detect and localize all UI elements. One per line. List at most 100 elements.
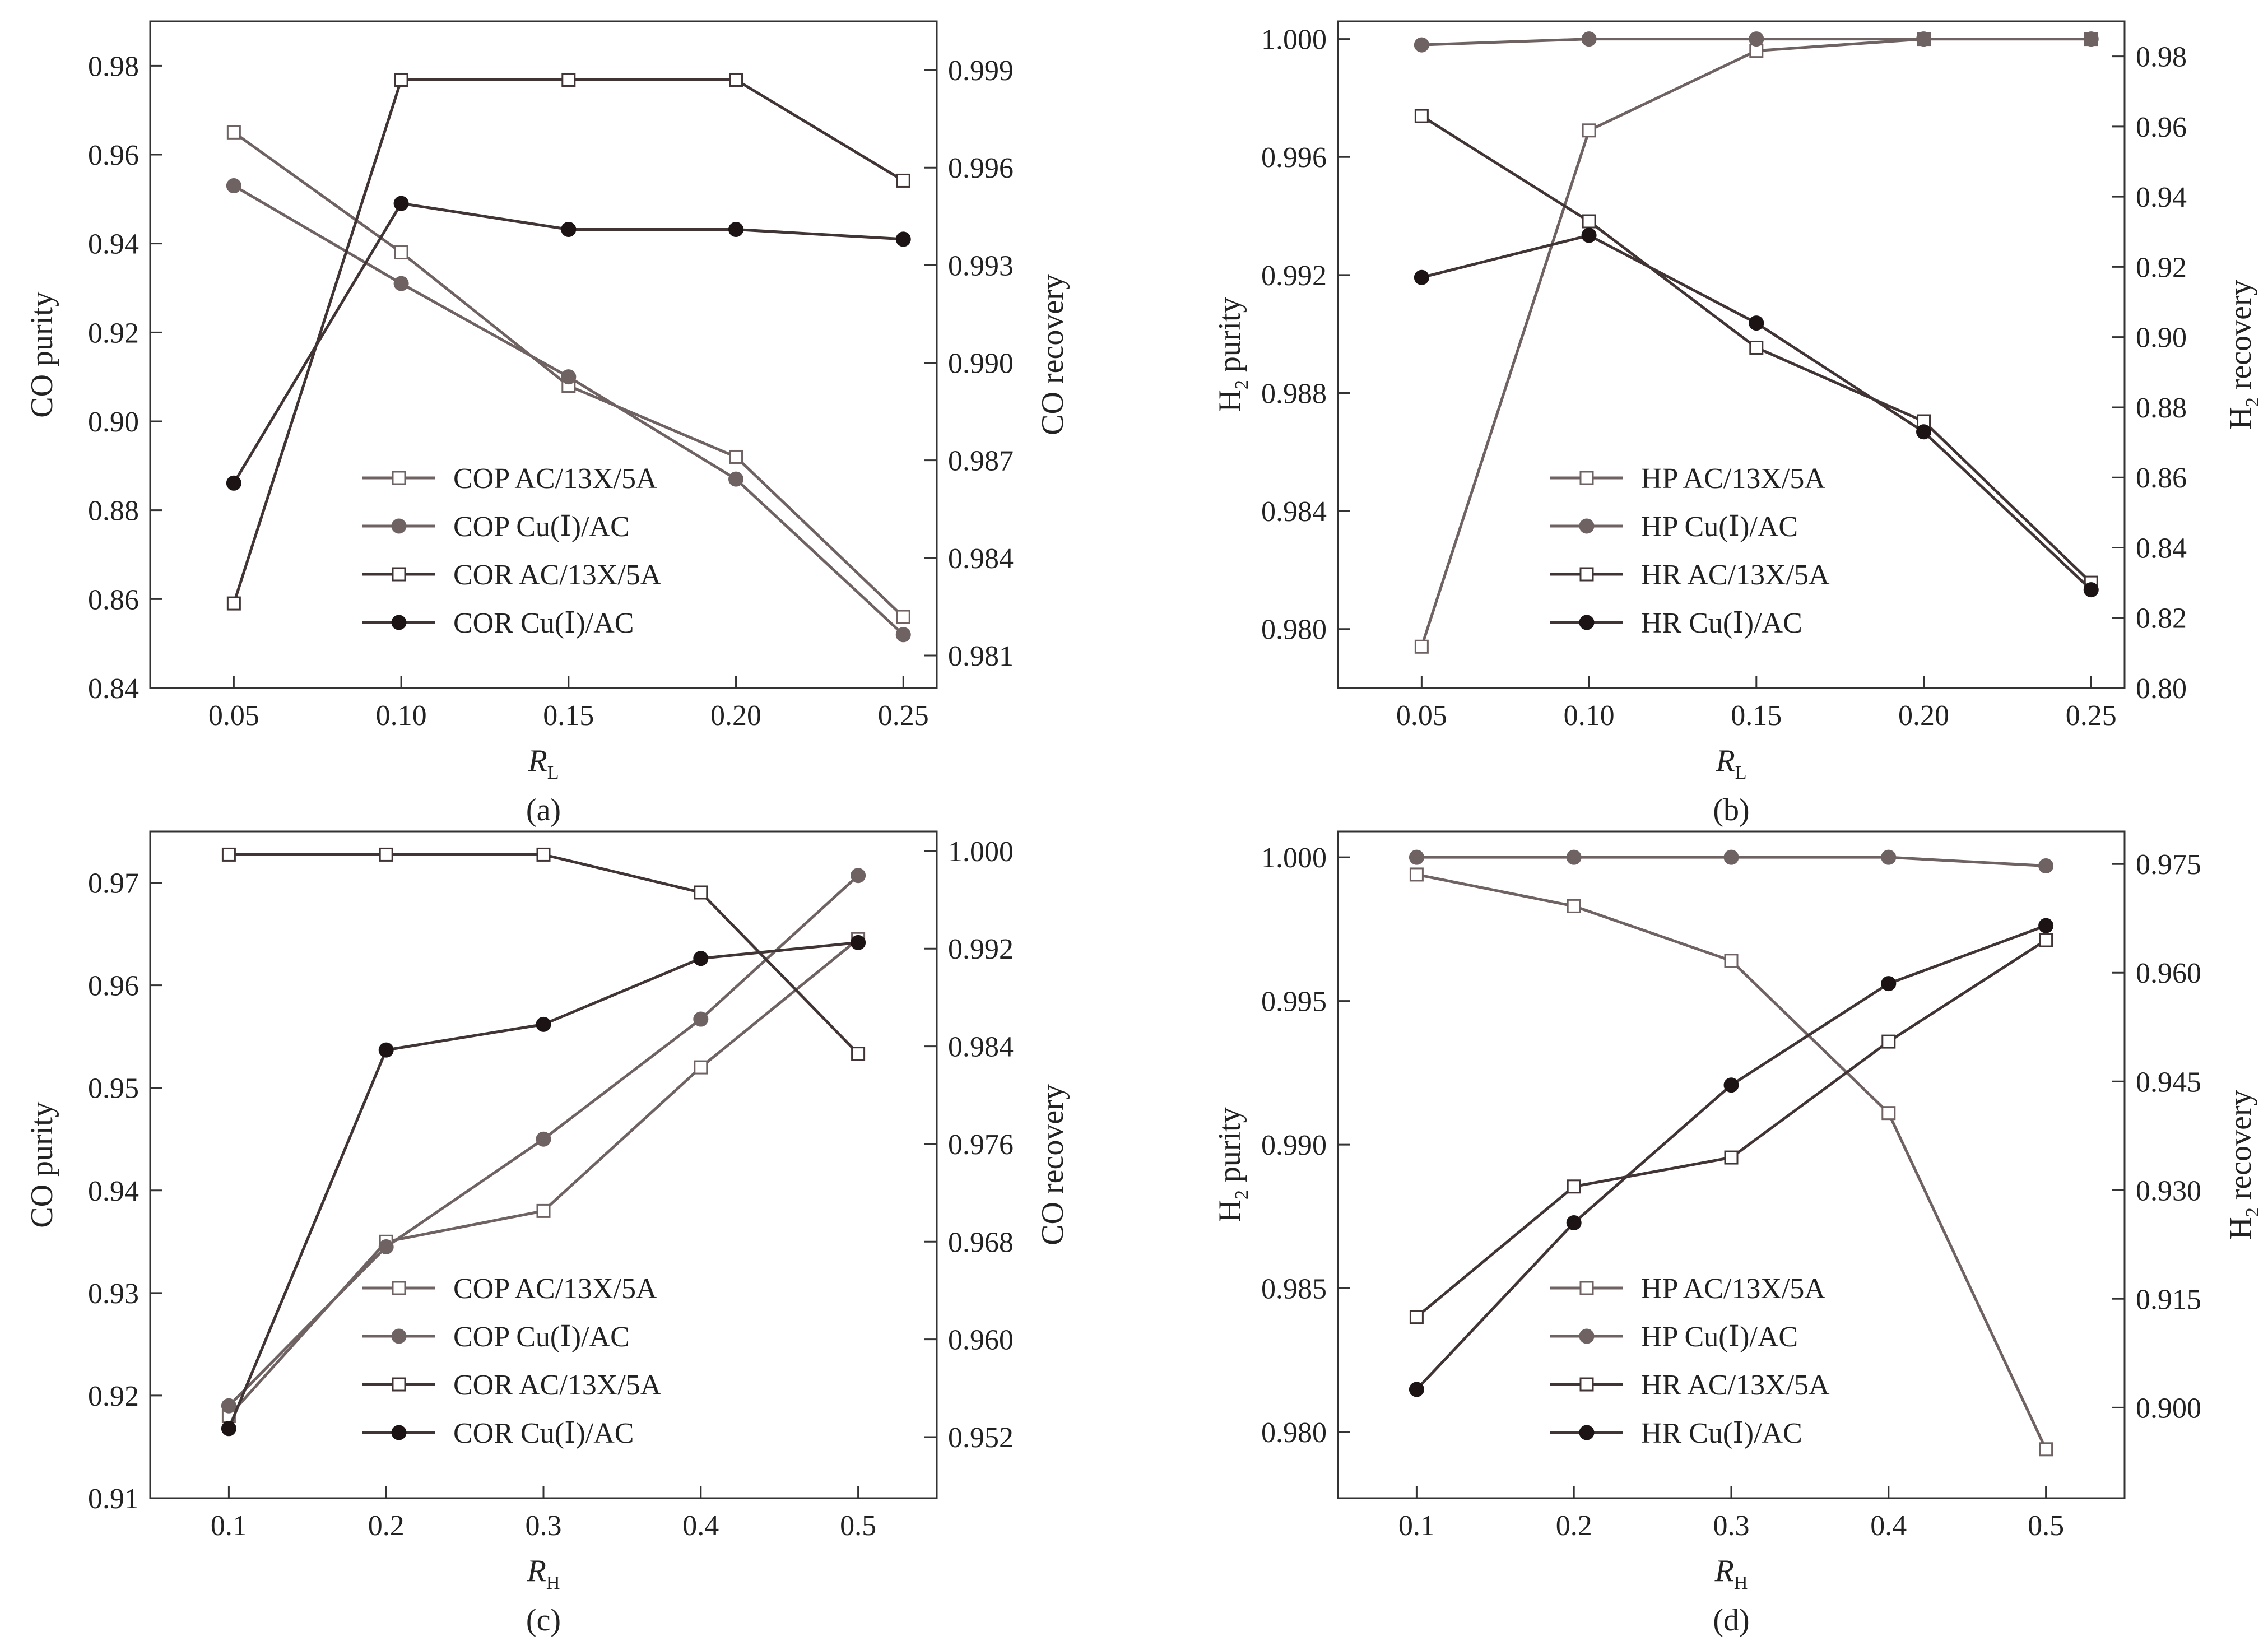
y-right-tick-label: 0.960 bbox=[948, 1324, 1014, 1356]
y-left-tick-label: 0.97 bbox=[88, 868, 139, 900]
y-right-axis-label-main: CO recovery bbox=[1035, 1084, 1070, 1245]
y-right-tick-label: 0.92 bbox=[2136, 252, 2187, 283]
y-right-tick-label: 0.999 bbox=[948, 55, 1014, 87]
data-point-hr-cu-ac bbox=[1414, 269, 1429, 285]
data-point-hp-cu-ac bbox=[1881, 849, 1897, 865]
y-left-tick-label: 0.94 bbox=[88, 229, 139, 261]
data-point-hr-cu-ac bbox=[1566, 1215, 1582, 1230]
y-right-tick-label: 0.80 bbox=[2136, 673, 2187, 705]
x-tick-label: 0.10 bbox=[376, 700, 427, 732]
y-right-tick-label: 0.990 bbox=[948, 348, 1014, 380]
y-right-tick-label: 0.984 bbox=[948, 1031, 1014, 1063]
y-right-tick-label: 0.993 bbox=[948, 250, 1014, 282]
y-right-tick-label: 0.984 bbox=[948, 543, 1014, 575]
data-point-cop-cu-ac bbox=[393, 276, 409, 291]
legend-swatch-marker bbox=[1579, 615, 1595, 630]
data-point-cor-cu-ac bbox=[561, 222, 577, 238]
x-tick-label: 0.25 bbox=[878, 700, 929, 732]
data-point-cor-cu-ac bbox=[895, 231, 911, 247]
y-left-axis-label-main: H bbox=[1212, 1200, 1247, 1222]
x-axis-label-sub: H bbox=[1734, 1573, 1748, 1593]
data-point-cor-ac-13x-5a bbox=[851, 1047, 866, 1061]
legend-entry: HP AC/13X/5A bbox=[1641, 463, 1825, 495]
x-axis-label: RL bbox=[1716, 743, 1747, 783]
x-tick-label: 0.20 bbox=[710, 700, 761, 732]
y-left-axis-label-main: CO purity bbox=[25, 1101, 59, 1228]
x-tick-label: 0.4 bbox=[682, 1510, 719, 1542]
legend-swatch-marker bbox=[392, 471, 406, 485]
y-right-tick-label: 0.996 bbox=[948, 152, 1014, 184]
y-right-tick-label: 0.88 bbox=[2136, 392, 2187, 424]
y-left-tick-label: 0.86 bbox=[88, 584, 139, 616]
data-point-cop-cu-ac bbox=[221, 1398, 236, 1414]
data-point-cop-ac-13x-5a bbox=[694, 1060, 708, 1075]
y-right-tick-label: 0.975 bbox=[2136, 849, 2201, 881]
y-left-axis-label: H2 purity bbox=[1212, 297, 1252, 412]
data-point-cop-ac-13x-5a bbox=[226, 125, 241, 140]
data-point-cor-ac-13x-5a bbox=[536, 847, 551, 862]
legend: HP AC/13X/5A HP Cu(Ⅰ)/AC HR AC/13X/5A HR Cu… bbox=[1550, 463, 1830, 639]
y-left-tick-label: 0.93 bbox=[88, 1278, 139, 1310]
data-point-hp-cu-ac bbox=[1581, 31, 1597, 47]
legend-entry: COP AC/13X/5A bbox=[453, 463, 657, 495]
y-left-tick-label: 0.98 bbox=[88, 50, 139, 82]
data-point-cor-cu-ac bbox=[393, 196, 409, 211]
data-point-hp-cu-ac bbox=[1409, 849, 1424, 865]
legend-entry: COR Cu(Ⅰ)/AC bbox=[453, 607, 634, 639]
legend-entry: HP Cu(Ⅰ)/AC bbox=[1641, 511, 1798, 543]
data-point-cop-cu-ac bbox=[226, 178, 241, 194]
data-point-hp-cu-ac bbox=[2038, 858, 2054, 874]
y-left-axis-label-tail: purity bbox=[1212, 1107, 1247, 1190]
data-point-hp-ac-13x-5a bbox=[1414, 639, 1429, 654]
y-left-tick-label: 0.90 bbox=[88, 406, 139, 438]
x-axis-label-sub: H bbox=[546, 1573, 560, 1593]
x-axis-label: RH bbox=[527, 1554, 560, 1593]
data-point-hp-ac-13x-5a bbox=[1582, 123, 1596, 138]
y-left-tick-label: 0.988 bbox=[1261, 378, 1327, 410]
legend-swatch-marker bbox=[391, 615, 407, 630]
data-point-cor-cu-ac bbox=[221, 1421, 236, 1437]
y-left-axis-label-tail: purity bbox=[1212, 297, 1247, 380]
data-point-hp-cu-ac bbox=[1723, 849, 1739, 865]
x-axis-label-main: R bbox=[528, 743, 547, 778]
data-point-hp-cu-ac bbox=[1414, 37, 1429, 53]
y-right-axis-label-tail: recovery bbox=[2223, 1090, 2258, 1207]
legend-entry: COR AC/13X/5A bbox=[453, 1369, 662, 1401]
legend-swatch-marker bbox=[1579, 567, 1594, 582]
data-point-cor-ac-13x-5a bbox=[394, 72, 408, 87]
data-point-cop-cu-ac bbox=[536, 1131, 551, 1147]
y-right-tick-label: 0.94 bbox=[2136, 182, 2187, 213]
y-left-tick-label: 0.990 bbox=[1261, 1129, 1327, 1161]
series-line-hr-ac-13x-5a bbox=[1415, 938, 2047, 1318]
y-right-tick-label: 0.981 bbox=[948, 640, 1014, 672]
data-point-hp-ac-13x-5a bbox=[1881, 1106, 1896, 1121]
y-right-tick-label: 0.84 bbox=[2136, 532, 2187, 564]
data-point-hp-cu-ac bbox=[1749, 31, 1764, 47]
data-point-cop-cu-ac bbox=[378, 1239, 394, 1254]
y-left-tick-label: 0.96 bbox=[88, 970, 139, 1002]
y-right-tick-label: 0.930 bbox=[2136, 1175, 2201, 1207]
y-right-axis-label: H2 recovery bbox=[2223, 280, 2263, 429]
panel-label: (c) bbox=[526, 1603, 561, 1638]
y-right-tick-label: 1.000 bbox=[948, 836, 1014, 868]
data-point-cor-cu-ac bbox=[850, 935, 866, 950]
y-left-tick-label: 0.91 bbox=[88, 1483, 139, 1515]
data-point-hr-cu-ac bbox=[1723, 1077, 1739, 1093]
y-left-tick-label: 0.984 bbox=[1261, 496, 1327, 528]
y-left-tick-label: 0.95 bbox=[88, 1073, 139, 1105]
data-point-hp-ac-13x-5a bbox=[2039, 1442, 2053, 1457]
data-point-cor-ac-13x-5a bbox=[226, 596, 241, 611]
y-left-axis-label-main: H bbox=[1212, 389, 1247, 412]
legend-entry: COR Cu(Ⅰ)/AC bbox=[453, 1417, 634, 1449]
y-right-tick-label: 0.98 bbox=[2136, 41, 2187, 73]
legend-swatch-marker bbox=[1579, 1328, 1595, 1344]
data-point-hp-cu-ac bbox=[1566, 849, 1582, 865]
y-left-tick-label: 0.96 bbox=[88, 140, 139, 171]
legend: COP AC/13X/5A COP Cu(Ⅰ)/AC COR AC/13X/5A CO… bbox=[362, 463, 662, 639]
panel-c: 0.1 0.2 0.3 0.4 0.50.910.920.930.940.950.960… bbox=[25, 830, 1070, 1638]
x-tick-label: 0.2 bbox=[368, 1510, 405, 1542]
legend-entry: COP Cu(Ⅰ)/AC bbox=[453, 511, 630, 543]
data-point-cor-cu-ac bbox=[378, 1042, 394, 1058]
y-left-axis-label: H2 purity bbox=[1212, 1107, 1252, 1222]
data-point-cor-cu-ac bbox=[226, 475, 241, 491]
